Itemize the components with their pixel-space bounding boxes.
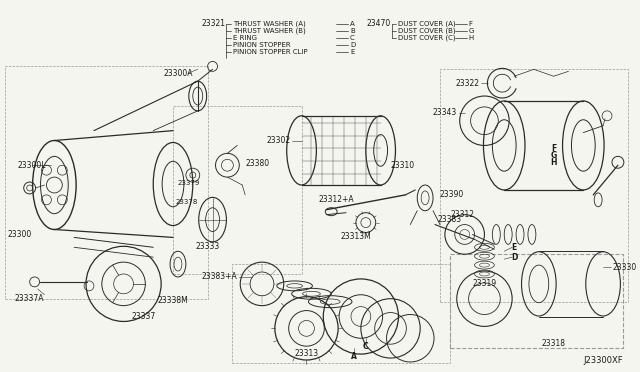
Text: 23302: 23302 [267, 136, 291, 145]
Text: 23321: 23321 [202, 19, 225, 28]
Text: 23312: 23312 [451, 210, 475, 219]
Text: 23330: 23330 [613, 263, 637, 272]
Text: 23379: 23379 [178, 180, 200, 186]
Bar [232, 264, 450, 363]
Text: THRUST WASHER (B): THRUST WASHER (B) [234, 28, 306, 34]
Text: 23313: 23313 [294, 349, 319, 357]
Bar [173, 106, 301, 274]
Text: H: H [468, 35, 474, 41]
Text: A: A [350, 21, 355, 27]
Text: PINION STOPPER CLIP: PINION STOPPER CLIP [234, 48, 308, 55]
Text: DUST COVER (B): DUST COVER (B) [399, 28, 456, 34]
Text: 23312+A: 23312+A [318, 195, 354, 204]
Text: 23322: 23322 [456, 79, 479, 88]
Text: G: G [550, 151, 557, 160]
Text: 23337A: 23337A [15, 294, 44, 303]
Bar [5, 66, 207, 299]
Text: 23300L: 23300L [18, 161, 46, 170]
Text: C: C [363, 341, 369, 351]
Text: E RING: E RING [234, 35, 257, 41]
Text: 23337: 23337 [131, 312, 156, 321]
Text: H: H [550, 158, 557, 167]
Text: 23318: 23318 [541, 339, 566, 348]
Text: PINION STOPPER: PINION STOPPER [234, 42, 291, 48]
Text: F: F [551, 144, 556, 153]
Text: E: E [511, 243, 516, 252]
Text: 23338M: 23338M [157, 296, 188, 305]
Text: 23300: 23300 [8, 230, 32, 239]
Text: 23310: 23310 [390, 161, 415, 170]
Text: 23378: 23378 [176, 199, 198, 205]
Text: 23333: 23333 [195, 242, 220, 251]
Text: J23300XF: J23300XF [583, 356, 623, 365]
Text: A: A [351, 352, 357, 360]
Text: 23390: 23390 [440, 190, 464, 199]
Text: 23343: 23343 [433, 108, 457, 117]
Text: G: G [468, 28, 474, 34]
Text: 23313M: 23313M [340, 232, 371, 241]
Text: 23383: 23383 [438, 215, 462, 224]
Text: 23383+A: 23383+A [202, 272, 237, 282]
Text: D: D [511, 253, 517, 262]
Text: DUST COVER (A): DUST COVER (A) [399, 20, 456, 27]
Text: D: D [350, 42, 355, 48]
Bar [440, 69, 628, 302]
Text: F: F [468, 21, 472, 27]
Text: THRUST WASHER (A): THRUST WASHER (A) [234, 20, 306, 27]
Bar [450, 254, 623, 348]
Text: B: B [350, 28, 355, 34]
Text: DUST COVER (C): DUST COVER (C) [399, 35, 456, 41]
Text: C: C [350, 35, 355, 41]
Text: 23300A: 23300A [163, 69, 193, 78]
Text: E: E [350, 48, 355, 55]
Text: 23380: 23380 [245, 159, 269, 168]
Text: 23319: 23319 [472, 279, 497, 288]
Text: 23470: 23470 [366, 19, 390, 28]
